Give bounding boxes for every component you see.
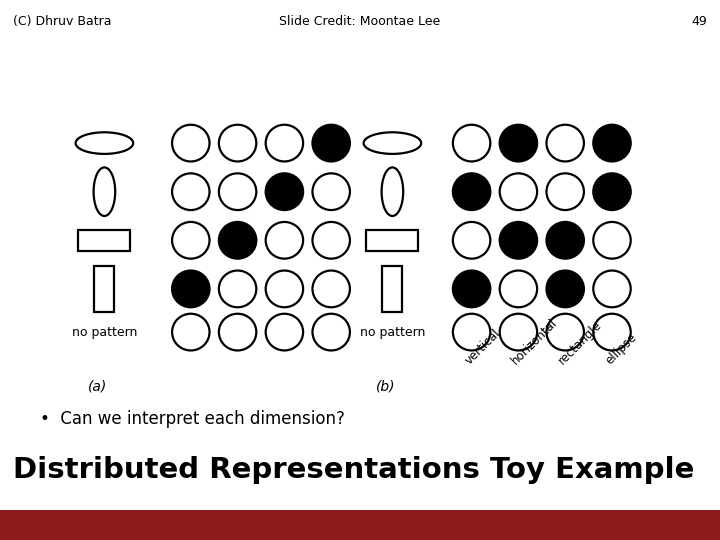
Text: (b): (b) bbox=[375, 379, 395, 393]
Ellipse shape bbox=[172, 222, 210, 259]
Ellipse shape bbox=[219, 314, 256, 350]
Text: Distributed Representations Toy Example: Distributed Representations Toy Example bbox=[13, 456, 694, 484]
Ellipse shape bbox=[219, 271, 256, 307]
Text: no pattern: no pattern bbox=[72, 326, 137, 339]
Ellipse shape bbox=[593, 271, 631, 307]
Text: (C) Dhruv Batra: (C) Dhruv Batra bbox=[13, 15, 112, 28]
Ellipse shape bbox=[172, 271, 210, 307]
Ellipse shape bbox=[593, 125, 631, 161]
Ellipse shape bbox=[593, 222, 631, 259]
Ellipse shape bbox=[453, 222, 490, 259]
Bar bbox=[94, 266, 114, 312]
Ellipse shape bbox=[266, 222, 303, 259]
Ellipse shape bbox=[546, 222, 584, 259]
Bar bbox=[0, 510, 720, 540]
Ellipse shape bbox=[546, 125, 584, 161]
Text: Slide Credit: Moontae Lee: Slide Credit: Moontae Lee bbox=[279, 15, 441, 28]
Ellipse shape bbox=[266, 125, 303, 161]
Text: ellipse: ellipse bbox=[603, 331, 639, 367]
Ellipse shape bbox=[266, 173, 303, 210]
Bar bbox=[382, 266, 402, 312]
Text: no pattern: no pattern bbox=[360, 326, 425, 339]
Ellipse shape bbox=[453, 173, 490, 210]
Ellipse shape bbox=[500, 125, 537, 161]
Ellipse shape bbox=[546, 271, 584, 307]
Ellipse shape bbox=[219, 222, 256, 259]
Text: horizontal: horizontal bbox=[509, 316, 560, 367]
Ellipse shape bbox=[546, 173, 584, 210]
Ellipse shape bbox=[546, 314, 584, 350]
Ellipse shape bbox=[593, 314, 631, 350]
Ellipse shape bbox=[453, 314, 490, 350]
Text: (a): (a) bbox=[88, 379, 107, 393]
Ellipse shape bbox=[219, 173, 256, 210]
Ellipse shape bbox=[500, 173, 537, 210]
Ellipse shape bbox=[312, 173, 350, 210]
Ellipse shape bbox=[593, 173, 631, 210]
Text: 49: 49 bbox=[691, 15, 707, 28]
Ellipse shape bbox=[312, 271, 350, 307]
Bar bbox=[366, 230, 418, 251]
Text: •  Can we interpret each dimension?: • Can we interpret each dimension? bbox=[40, 409, 344, 428]
Ellipse shape bbox=[172, 314, 210, 350]
Ellipse shape bbox=[312, 222, 350, 259]
Ellipse shape bbox=[172, 125, 210, 161]
Ellipse shape bbox=[500, 271, 537, 307]
Ellipse shape bbox=[266, 314, 303, 350]
Ellipse shape bbox=[453, 125, 490, 161]
Ellipse shape bbox=[312, 125, 350, 161]
Ellipse shape bbox=[500, 314, 537, 350]
Ellipse shape bbox=[453, 271, 490, 307]
Ellipse shape bbox=[500, 222, 537, 259]
Bar bbox=[78, 230, 130, 251]
Ellipse shape bbox=[266, 271, 303, 307]
Ellipse shape bbox=[172, 173, 210, 210]
Ellipse shape bbox=[219, 125, 256, 161]
Text: rectangle: rectangle bbox=[556, 319, 605, 367]
Text: vertical: vertical bbox=[462, 327, 503, 367]
Ellipse shape bbox=[312, 314, 350, 350]
